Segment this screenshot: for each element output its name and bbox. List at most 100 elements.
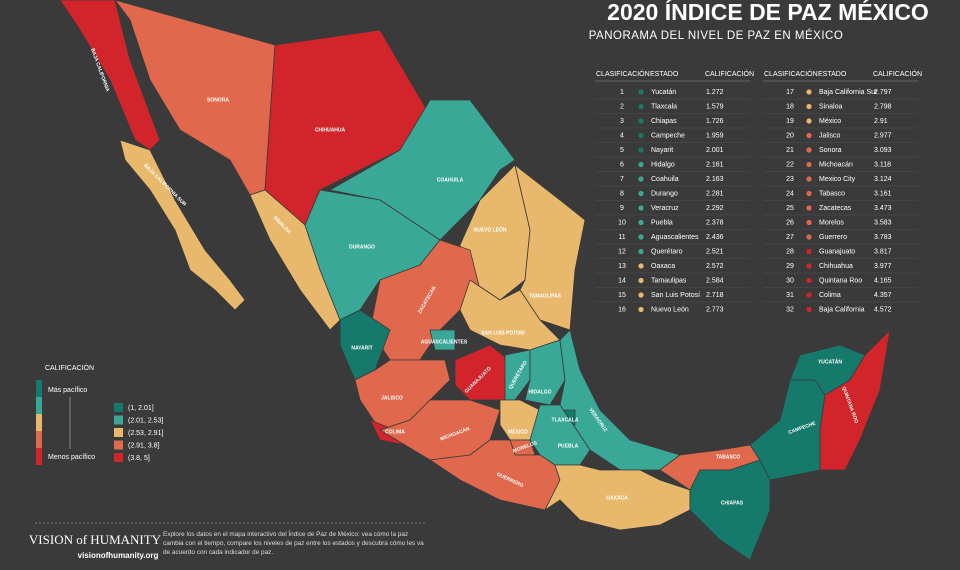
score-dot [638,263,644,269]
legend-bar-segment [36,380,42,397]
rank: 10 [618,219,626,226]
score: 2.378 [706,219,724,226]
url: visionofhumanity.org [78,551,159,560]
column-header: CLASIFICACIÓN [764,69,818,78]
state-name: Sinaloa [819,103,842,110]
rank: 21 [786,147,794,154]
subtitle: PANORAMA DEL NIVEL DE PAZ EN MÉXICO [589,29,844,42]
score: 2.584 [706,277,724,284]
state-name: Morelos [819,219,844,226]
score: 2.977 [874,132,892,139]
state-label: COLIMA [385,429,405,435]
rank: 17 [786,89,794,96]
legend-label: (1, 2.01] [128,405,154,412]
rank: 20 [786,132,794,139]
rank: 1 [620,89,624,96]
score-dot [638,103,644,110]
score-dot [806,147,812,153]
score-dot [638,277,644,284]
score-dot [638,132,644,139]
score: 2.436 [706,234,724,241]
score: 1.272 [706,89,724,96]
score: 1.959 [706,132,724,139]
score-dot [806,161,812,168]
score-dot [806,176,812,182]
score: 3.161 [874,190,892,197]
rank: 4 [620,132,624,139]
state-shape [429,329,456,351]
state-name: Tamaulipas [651,277,687,284]
footer-text-box: Explore los datos en el mapa interactivo… [163,531,424,556]
brand: VISION of HUMANITY [29,532,162,547]
state-name: Chihuahua [819,263,853,270]
state-label: AGUASCALIENTES [421,339,468,345]
state-label: TAMAULIPAS [529,293,562,299]
state-label: MÉXICO [508,427,528,435]
rank: 11 [618,234,625,241]
score-dot [638,147,644,153]
state-name: Campeche [651,132,685,139]
state-shape [379,399,501,461]
score-dot [806,103,812,110]
footer-text: Explore los datos en el mapa interactivo… [163,531,424,556]
state-name: Zacatecas [819,205,852,212]
rank: 6 [620,161,624,168]
score: 4.357 [874,292,892,299]
score-dot [806,277,812,284]
score: 2.521 [706,248,724,255]
score: 3.977 [874,263,892,270]
state-label: JALISCO [381,395,403,401]
score-dot [806,292,812,298]
state-name: Querétaro [651,248,683,255]
legend-swatch [114,440,123,450]
score: 3.118 [874,161,891,168]
rank: 29 [786,263,794,270]
score: 3.783 [874,234,892,241]
legend-swatch [114,403,123,412]
rank: 13 [618,263,626,270]
column-header: ESTADO [818,71,847,78]
score: 2.281 [706,190,724,197]
column-header: CALIFICACIÓN [873,69,922,78]
state-name: Coahuila [651,176,679,183]
score: 4.572 [874,306,892,313]
rank: 2 [620,103,624,110]
rank: 12 [618,248,626,255]
state-name: Jalisco [819,132,841,139]
score: 2.798 [874,103,892,110]
state-label: HIDALGO [528,389,551,395]
score-dot [638,161,644,168]
state-label: OAXACA [606,495,628,501]
state-name: Nuevo León [651,306,689,313]
legend-bar-segment [36,448,42,465]
state-label: CHIHUAHUA [315,127,346,133]
state-name: Michoacán [819,161,853,168]
rank: 26 [786,219,794,226]
state-name: Oaxaca [651,263,675,270]
rank: 16 [618,306,626,313]
rank: 5 [620,147,624,154]
rank: 31 [786,292,794,299]
score-dot [806,306,812,313]
state-name: Hidalgo [651,161,675,168]
column-header: CALIFICACIÓN [705,69,754,78]
column-header: ESTADO [650,71,679,78]
rank: 24 [786,190,794,197]
rank: 27 [786,234,794,241]
state-name: Guanajuato [819,248,855,255]
score: 2.163 [706,176,724,183]
title: 2020 ÍNDICE DE PAZ MÉXICO [607,0,929,25]
score-dot [638,176,644,182]
column-header: CLASIFICACIÓN [596,69,650,78]
score: 3.124 [874,176,892,183]
rank: 14 [618,277,626,284]
score-dot [638,306,644,313]
score: 2.001 [706,147,724,154]
score-dot [806,118,812,124]
score-dot [638,89,644,95]
score-dot [638,219,644,226]
rank: 7 [620,176,624,183]
rank: 22 [786,161,794,168]
